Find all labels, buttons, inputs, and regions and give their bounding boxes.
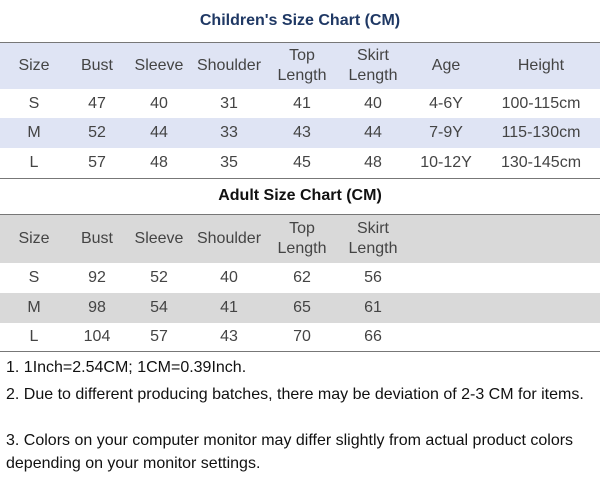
table-cell: 61 bbox=[364, 299, 382, 316]
table-cell: Sleeve bbox=[134, 57, 184, 74]
table-cell: 66 bbox=[364, 328, 382, 345]
table-cell: Sleeve bbox=[134, 230, 184, 247]
table-cell: 31 bbox=[220, 94, 238, 112]
table-cell: 100-115cm bbox=[501, 94, 581, 112]
note: 3. Colors on your computer monitor may d… bbox=[6, 432, 574, 472]
table-row: M 52 44 33 43 44 7-9Y 115-130cm bbox=[0, 118, 600, 149]
table-cell: 40 bbox=[220, 269, 238, 286]
table-cell: 45 bbox=[293, 154, 311, 171]
table-cell: 40 bbox=[150, 94, 168, 112]
table-cell: 48 bbox=[364, 154, 382, 171]
note: 2. Due to different producing batches, t… bbox=[6, 386, 584, 403]
table-cell: Bust bbox=[80, 230, 113, 247]
table-cell: 33 bbox=[220, 124, 238, 141]
table-cell: 43 bbox=[220, 328, 238, 345]
table-cell: S bbox=[28, 269, 40, 286]
table-cell: 57 bbox=[88, 154, 106, 171]
table-cell: 52 bbox=[150, 269, 168, 286]
table-row: Size Bust Sleeve Shoulder Top Length Skirt Le… bbox=[0, 43, 600, 90]
table-cell: 56 bbox=[364, 269, 382, 286]
table-row: M 98 54 41 65 61 bbox=[0, 293, 600, 324]
table-cell: Skirt Length bbox=[348, 47, 398, 84]
table-cell: 40 bbox=[364, 94, 382, 112]
table-cell: 4-6Y bbox=[429, 94, 463, 112]
table-title: Children's Size Chart (CM) bbox=[199, 12, 401, 29]
table-cell: L bbox=[29, 328, 39, 345]
table-cell: Size bbox=[18, 57, 50, 74]
table-cell: 10-12Y bbox=[420, 154, 472, 171]
table-cell: 44 bbox=[150, 124, 168, 141]
table-cell: 7-9Y bbox=[429, 124, 463, 141]
table-cell: Height bbox=[517, 57, 565, 74]
table-cell: Top Length bbox=[277, 47, 327, 84]
table-row: S 92 52 40 62 56 bbox=[0, 263, 600, 294]
table-cell: 92 bbox=[88, 269, 106, 286]
table-row: Size Bust Sleeve Shoulder Top Length Skirt Le… bbox=[0, 215, 600, 264]
table-cell: 54 bbox=[150, 299, 168, 316]
table-cell: S bbox=[28, 94, 40, 112]
table-cell: 44 bbox=[364, 124, 382, 141]
table-row: L 104 57 43 70 66 bbox=[0, 323, 600, 352]
table-cell: M bbox=[27, 299, 41, 316]
table-rule bbox=[0, 42, 600, 43]
table-rule bbox=[0, 178, 600, 179]
table-cell: 62 bbox=[293, 269, 311, 286]
table-cell: 48 bbox=[150, 154, 168, 171]
table-cell: 41 bbox=[220, 299, 238, 316]
table-cell: Shoulder bbox=[196, 230, 262, 247]
table-rule bbox=[0, 214, 600, 215]
table-row: S 47 40 31 41 40 4-6Y 100-115cm bbox=[0, 89, 600, 119]
table-cell: 65 bbox=[293, 299, 311, 316]
table-cell: 57 bbox=[150, 328, 168, 345]
table-cell: 98 bbox=[88, 299, 106, 316]
table-rule bbox=[0, 351, 600, 352]
table-cell: 47 bbox=[88, 94, 106, 112]
table-cell: 104 bbox=[83, 328, 111, 345]
table-title: Adult Size Chart (CM) bbox=[218, 187, 382, 204]
table-cell: Top Length bbox=[277, 220, 327, 257]
table-cell: 52 bbox=[88, 124, 106, 141]
table-cell: L bbox=[29, 154, 39, 171]
table-cell: 41 bbox=[293, 94, 311, 112]
table-row: L 57 48 35 45 48 10-12Y 130-145cm bbox=[0, 148, 600, 179]
table-cell: 35 bbox=[220, 154, 238, 171]
table-cell: 70 bbox=[293, 328, 311, 345]
table-cell: 115-130cm bbox=[501, 124, 581, 141]
table-cell: Bust bbox=[80, 57, 113, 74]
table-cell: Age bbox=[431, 57, 461, 74]
table-cell: Size bbox=[18, 230, 50, 247]
table-cell: Shoulder bbox=[196, 57, 262, 74]
table-cell: 43 bbox=[293, 124, 311, 141]
table-cell: 130-145cm bbox=[500, 154, 582, 171]
table-cell: Skirt Length bbox=[348, 220, 398, 257]
table-cell: M bbox=[27, 124, 41, 141]
note: 1. 1Inch=2.54CM; 1CM=0.39Inch. bbox=[6, 359, 247, 376]
